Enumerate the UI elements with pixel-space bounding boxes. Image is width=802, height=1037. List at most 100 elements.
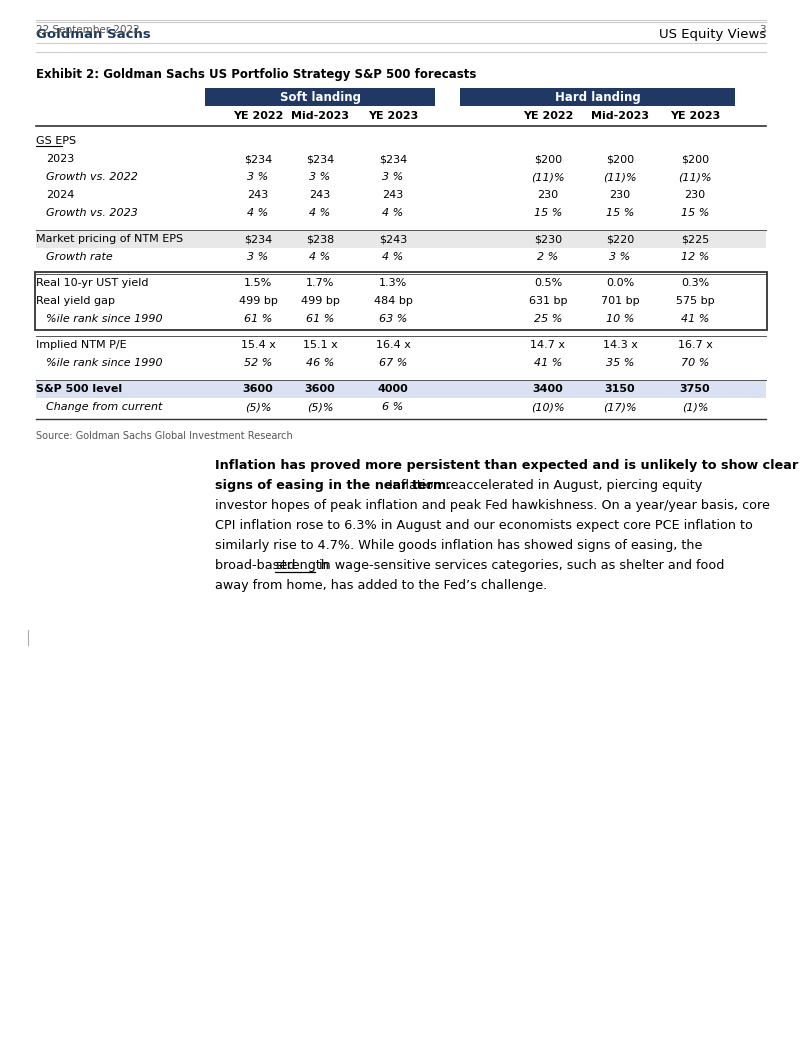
Text: Source: Goldman Sachs Global Investment Research: Source: Goldman Sachs Global Investment … — [36, 431, 293, 441]
Text: 631 bp: 631 bp — [529, 296, 567, 306]
Text: 4 %: 4 % — [383, 252, 403, 262]
Text: Soft landing: Soft landing — [280, 90, 361, 104]
Text: 1.5%: 1.5% — [244, 278, 272, 288]
Text: Real 10-yr UST yield: Real 10-yr UST yield — [36, 278, 148, 288]
Text: (10)%: (10)% — [531, 402, 565, 412]
Text: YE 2023: YE 2023 — [368, 111, 418, 121]
Text: Goldman Sachs: Goldman Sachs — [36, 28, 151, 41]
Text: 3 %: 3 % — [247, 172, 269, 183]
Text: 484 bp: 484 bp — [374, 296, 412, 306]
Text: CPI inflation rose to 6.3% in August and our economists expect core PCE inflatio: CPI inflation rose to 6.3% in August and… — [215, 518, 753, 532]
Text: (5)%: (5)% — [245, 402, 271, 412]
Text: 41 %: 41 % — [534, 358, 562, 368]
Text: 3 %: 3 % — [247, 252, 269, 262]
Text: Mid-2023: Mid-2023 — [591, 111, 649, 121]
Text: 61 %: 61 % — [306, 314, 334, 324]
Text: 3 %: 3 % — [383, 172, 403, 183]
Text: 0.3%: 0.3% — [681, 278, 709, 288]
Text: 35 %: 35 % — [606, 358, 634, 368]
Text: Inflation reaccelerated in August, piercing equity: Inflation reaccelerated in August, pierc… — [385, 479, 703, 492]
Text: 6 %: 6 % — [383, 402, 403, 412]
Text: 15 %: 15 % — [534, 208, 562, 218]
Text: 4 %: 4 % — [247, 208, 269, 218]
Text: 2023: 2023 — [46, 155, 75, 164]
Text: 15.1 x: 15.1 x — [302, 340, 338, 351]
FancyBboxPatch shape — [205, 88, 435, 106]
Text: Growth vs. 2022: Growth vs. 2022 — [46, 172, 138, 183]
Text: $200: $200 — [681, 155, 709, 164]
Text: 2024: 2024 — [46, 190, 75, 200]
Text: 499 bp: 499 bp — [301, 296, 339, 306]
Text: 46 %: 46 % — [306, 358, 334, 368]
Text: 243: 243 — [310, 190, 330, 200]
Text: (5)%: (5)% — [306, 402, 334, 412]
Text: Growth vs. 2023: Growth vs. 2023 — [46, 208, 138, 218]
Text: 67 %: 67 % — [379, 358, 407, 368]
Text: 4 %: 4 % — [310, 208, 330, 218]
Text: 22 September 2022: 22 September 2022 — [36, 25, 140, 35]
Text: $234: $234 — [244, 234, 272, 244]
Text: YE 2023: YE 2023 — [670, 111, 720, 121]
Text: 243: 243 — [247, 190, 269, 200]
Text: (11)%: (11)% — [531, 172, 565, 183]
Text: 230: 230 — [537, 190, 558, 200]
Text: away from home, has added to the Fed’s challenge.: away from home, has added to the Fed’s c… — [215, 579, 547, 592]
Text: YE 2022: YE 2022 — [523, 111, 573, 121]
Text: similarly rise to 4.7%. While goods inflation has showed signs of easing, the: similarly rise to 4.7%. While goods infl… — [215, 539, 703, 552]
Text: 15.4 x: 15.4 x — [241, 340, 275, 351]
Text: (17)%: (17)% — [603, 402, 637, 412]
Text: 4 %: 4 % — [383, 208, 403, 218]
Text: 1.3%: 1.3% — [379, 278, 407, 288]
Text: 3600: 3600 — [243, 384, 273, 394]
Text: $230: $230 — [534, 234, 562, 244]
Text: Change from current: Change from current — [46, 402, 162, 412]
Text: broad-based: broad-based — [215, 559, 299, 572]
Text: US Equity Views: US Equity Views — [658, 28, 766, 41]
Text: 4000: 4000 — [378, 384, 408, 394]
Text: 16.7 x: 16.7 x — [678, 340, 712, 351]
Text: Mid-2023: Mid-2023 — [291, 111, 349, 121]
Text: Inflation has proved more persistent than expected and is unlikely to show clear: Inflation has proved more persistent tha… — [215, 459, 798, 472]
Text: in wage-sensitive services categories, such as shelter and food: in wage-sensitive services categories, s… — [315, 559, 724, 572]
Text: $234: $234 — [379, 155, 407, 164]
Text: S&P 500 level: S&P 500 level — [36, 384, 122, 394]
Text: 3: 3 — [759, 25, 766, 35]
Text: $234: $234 — [244, 155, 272, 164]
Text: 70 %: 70 % — [681, 358, 709, 368]
Text: 0.5%: 0.5% — [534, 278, 562, 288]
FancyBboxPatch shape — [460, 88, 735, 106]
Text: 16.4 x: 16.4 x — [375, 340, 411, 351]
Text: 52 %: 52 % — [244, 358, 272, 368]
Text: signs of easing in the near term.: signs of easing in the near term. — [215, 479, 451, 492]
Text: 4 %: 4 % — [310, 252, 330, 262]
Text: 63 %: 63 % — [379, 314, 407, 324]
Text: 25 %: 25 % — [534, 314, 562, 324]
Text: 243: 243 — [383, 190, 403, 200]
Text: %ile rank since 1990: %ile rank since 1990 — [46, 314, 163, 324]
Text: 14.7 x: 14.7 x — [530, 340, 565, 351]
Text: 575 bp: 575 bp — [676, 296, 715, 306]
Text: 10 %: 10 % — [606, 314, 634, 324]
Text: Market pricing of NTM EPS: Market pricing of NTM EPS — [36, 234, 183, 244]
Text: Hard landing: Hard landing — [555, 90, 640, 104]
Text: $200: $200 — [606, 155, 634, 164]
Text: Implied NTM P/E: Implied NTM P/E — [36, 340, 127, 351]
Text: 15 %: 15 % — [606, 208, 634, 218]
Text: Real yield gap: Real yield gap — [36, 296, 115, 306]
Text: $238: $238 — [306, 234, 334, 244]
Text: strength: strength — [275, 559, 329, 572]
Text: $225: $225 — [681, 234, 709, 244]
Text: 3600: 3600 — [305, 384, 335, 394]
Text: 1.7%: 1.7% — [306, 278, 334, 288]
Text: 12 %: 12 % — [681, 252, 709, 262]
FancyBboxPatch shape — [36, 380, 766, 398]
Text: $220: $220 — [606, 234, 634, 244]
Text: investor hopes of peak inflation and peak Fed hawkishness. On a year/year basis,: investor hopes of peak inflation and pea… — [215, 499, 770, 512]
Text: 3 %: 3 % — [310, 172, 330, 183]
Text: 3400: 3400 — [533, 384, 563, 394]
Text: 61 %: 61 % — [244, 314, 272, 324]
Text: 0.0%: 0.0% — [606, 278, 634, 288]
Text: $243: $243 — [379, 234, 407, 244]
Text: 14.3 x: 14.3 x — [602, 340, 638, 351]
Text: 15 %: 15 % — [681, 208, 709, 218]
